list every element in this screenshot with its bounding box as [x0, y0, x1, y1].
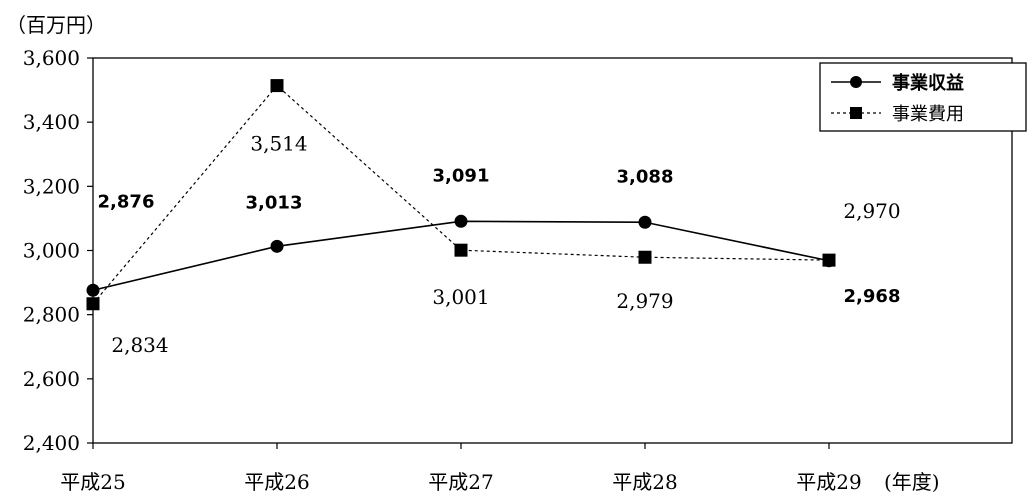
data-label-expense: 3,001 [432, 285, 489, 309]
y-tick-label: 3,000 [23, 239, 80, 263]
data-label-income: 3,091 [433, 165, 490, 186]
legend-label-income: 事業収益 [892, 72, 964, 94]
x-tick-label: 平成29 [796, 470, 861, 494]
series-expense-point [270, 79, 284, 93]
y-tick-label: 2,600 [23, 367, 80, 391]
data-label-income: 3,013 [246, 192, 303, 213]
data-label-expense: 2,979 [616, 289, 673, 313]
series-income-point [86, 283, 100, 297]
data-labels: 2,876 3,013 3,091 3,088 2,968 2,834 3,514 3,001… [98, 132, 901, 357]
data-label-expense: 2,970 [843, 199, 900, 223]
y-tick-label: 3,200 [23, 174, 80, 198]
y-tick-label: 3,600 [23, 46, 80, 70]
legend-marker-income [850, 76, 862, 88]
series-expense-point [822, 253, 836, 267]
x-tick-label: 平成26 [244, 470, 309, 494]
y-tick-label: 3,400 [23, 110, 80, 134]
data-label-expense: 3,514 [250, 132, 307, 156]
series-expense-point [454, 243, 468, 257]
data-label-income: 3,088 [617, 166, 674, 187]
data-label-income: 2,968 [844, 286, 901, 307]
series-income-point [270, 239, 284, 253]
x-tick-label: 平成25 [60, 470, 125, 494]
y-axis-unit-label: （百万円） [6, 13, 106, 37]
y-tick-label: 2,400 [23, 431, 80, 455]
data-label-income: 2,876 [98, 191, 155, 212]
x-tick-label: 平成27 [428, 470, 493, 494]
series-income-point [638, 215, 652, 229]
y-tick-label: 2,800 [23, 303, 80, 327]
series-expense-line [92, 84, 830, 305]
x-tick-label: 平成28 [612, 470, 677, 494]
series-income-point [454, 214, 468, 228]
legend-box [819, 62, 1027, 132]
legend-marker-expense [850, 107, 862, 119]
data-label-expense: 2,834 [111, 333, 168, 357]
series-layer [86, 79, 836, 311]
x-axis-unit-label: (年度) [884, 470, 940, 494]
series-expense-point [638, 250, 652, 264]
axes: 2,400 2,600 2,800 3,000 3,200 3,400 3,600 平成25 平… [23, 46, 1013, 494]
legend-label-expense: 事業費用 [892, 104, 964, 125]
series-expense-point [86, 297, 100, 311]
legend: 事業収益 事業費用 [819, 62, 1027, 132]
